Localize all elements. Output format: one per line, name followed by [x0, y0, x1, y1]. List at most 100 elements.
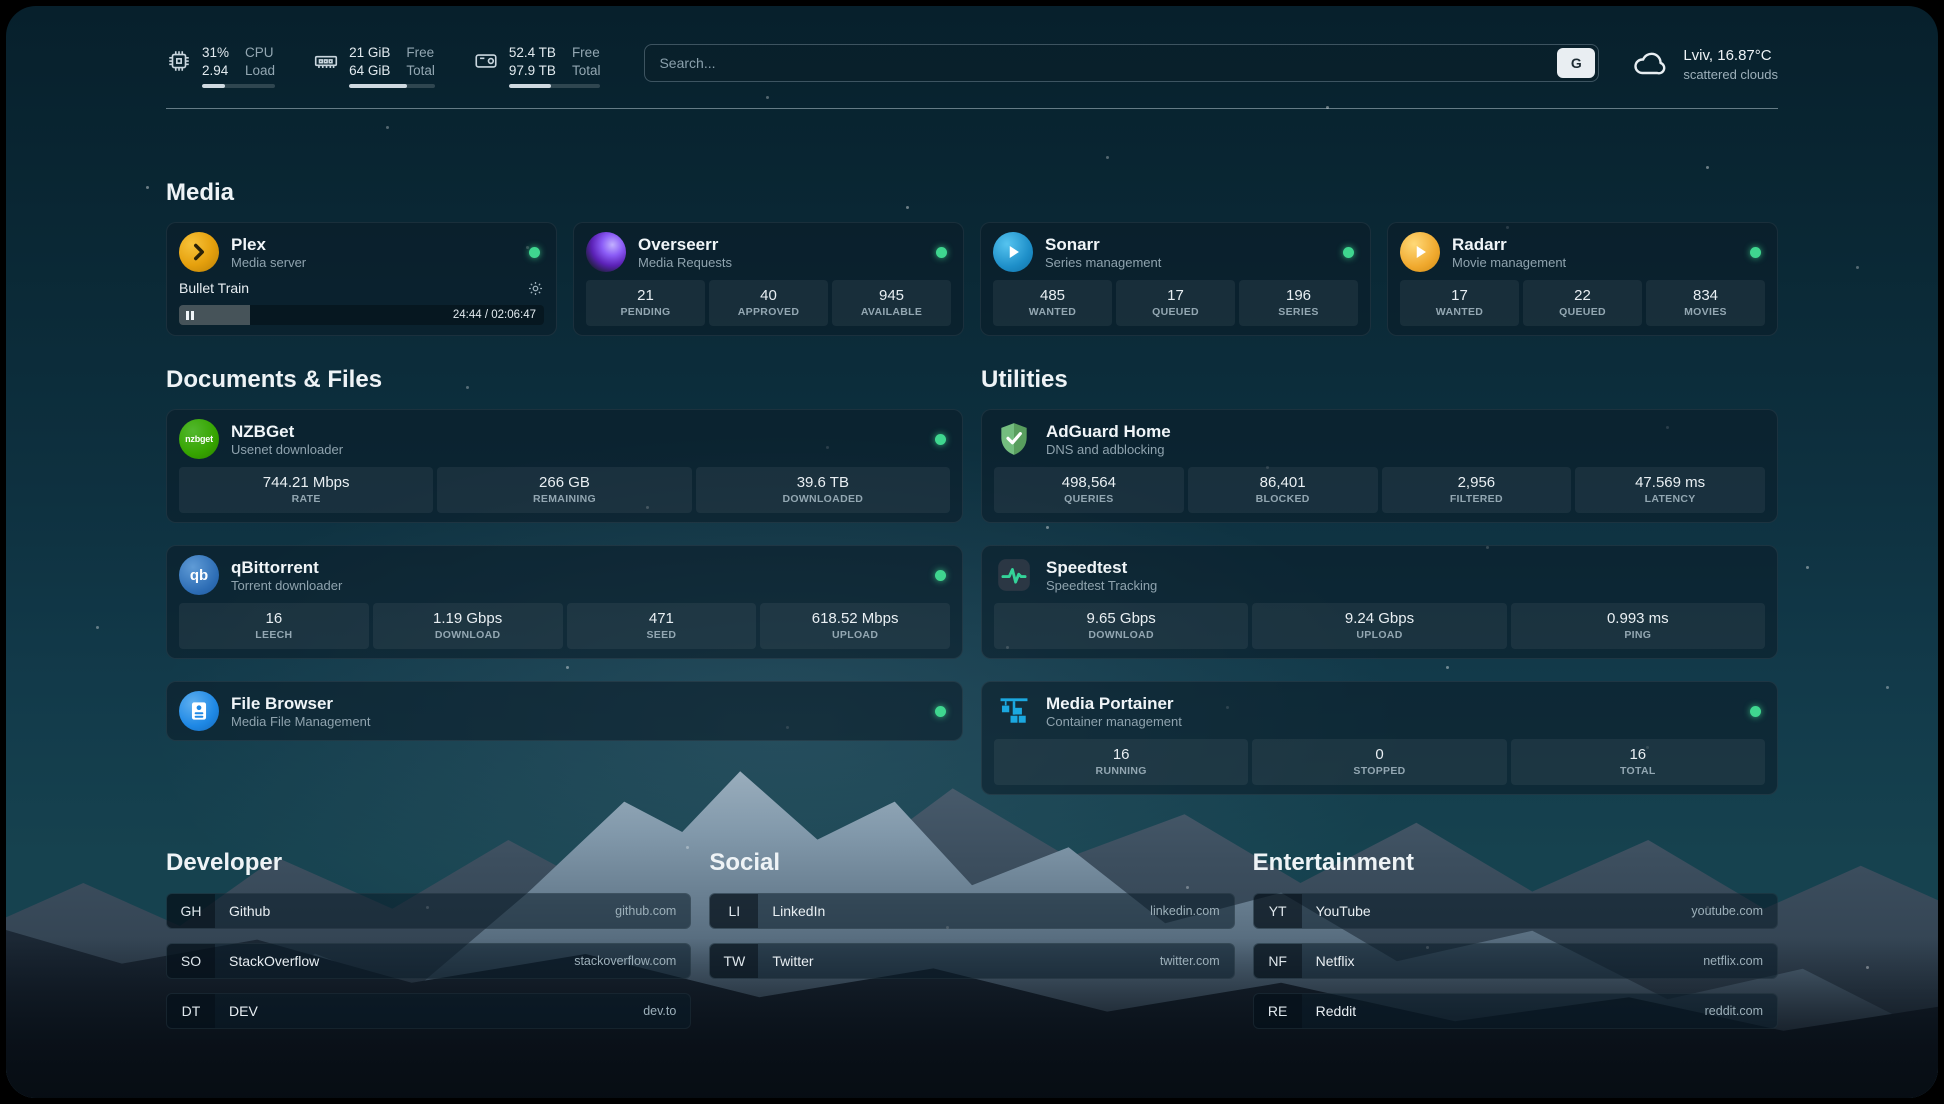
bookmark-name: LinkedIn [772, 903, 826, 919]
sonarr-icon [993, 232, 1033, 272]
cpu-percent: 31% [202, 45, 230, 60]
bookmark-stackoverflow[interactable]: SO StackOverflow stackoverflow.com [166, 943, 692, 979]
dashboard: 31% CPU 2.94 Load 21 GiB [6, 6, 1938, 1098]
bookmark-twitter[interactable]: TW Twitter twitter.com [709, 943, 1235, 979]
plex-icon [179, 232, 219, 272]
bookmark-reddit[interactable]: RE Reddit reddit.com [1252, 993, 1778, 1029]
bookmark-linkedin[interactable]: LI LinkedIn linkedin.com [709, 893, 1235, 929]
disk-usage-bar [508, 84, 601, 88]
service-name: Media Portainer [1046, 693, 1174, 713]
bookmark-abbr: TW [710, 944, 759, 978]
service-card-adguard[interactable]: AdGuard Home DNS and adblocking 498,564 Q… [981, 409, 1778, 523]
service-card-radarr[interactable]: Radarr Movie management 17 WANTED 22 QUEUE… [1387, 222, 1778, 336]
bookmark-youtube[interactable]: YT YouTube youtube.com [1252, 893, 1778, 929]
service-name: NZBGet [231, 421, 295, 441]
memory-free: 21 GiB [349, 45, 391, 60]
search-provider-button[interactable]: G [1557, 48, 1596, 78]
stat-queued: 22 QUEUED [1523, 280, 1642, 326]
bookmark-name: YouTube [1315, 903, 1371, 919]
bookmark-name: Github [229, 903, 271, 919]
bookmark-name: StackOverflow [229, 953, 320, 969]
bookmark-url: youtube.com [1691, 904, 1763, 918]
stat-download: 9.65 Gbps DOWNLOAD [994, 603, 1249, 649]
search-input[interactable] [644, 44, 1600, 82]
service-desc: Usenet downloader [231, 441, 344, 457]
cpu-load: 2.94 [202, 63, 229, 78]
status-dot [935, 569, 946, 581]
service-name: File Browser [231, 693, 334, 713]
now-playing-title: Bullet Train [179, 280, 250, 296]
search-bar: G [644, 44, 1600, 82]
stat-seed: 471 SEED [566, 603, 757, 649]
section-title-entertainment: Entertainment [1252, 849, 1415, 876]
nzbget-icon: nzbget [179, 419, 219, 459]
section-title-social: Social [709, 849, 781, 876]
service-card-speedtest[interactable]: Speedtest Speedtest Tracking 9.65 Gbps DO… [981, 545, 1778, 659]
weather-condition: scattered clouds [1683, 66, 1778, 82]
service-name: Sonarr [1045, 234, 1100, 254]
stat-total: 16 TOTAL [1510, 739, 1765, 785]
status-dot [529, 246, 540, 258]
bookmarks-social: Social LI LinkedIn linkedin.com TW Twitt… [709, 849, 1235, 1029]
service-desc: Media Requests [638, 254, 732, 270]
service-card-filebrowser[interactable]: File Browser Media File Management [166, 681, 963, 741]
stat-download: 1.19 Gbps DOWNLOAD [372, 603, 563, 649]
memory-free-label: Free [406, 45, 435, 60]
service-name: AdGuard Home [1046, 421, 1171, 441]
portainer-icon [994, 691, 1034, 731]
service-card-sonarr[interactable]: Sonarr Series management 485 WANTED 17 QUE… [980, 222, 1371, 336]
service-desc: Series management [1045, 254, 1162, 270]
service-name: Overseerr [638, 234, 719, 254]
stat-ping: 0.993 ms PING [1510, 603, 1765, 649]
bookmark-url: reddit.com [1704, 1004, 1763, 1018]
snow-particles [6, 6, 9, 9]
stat-rate: 744.21 Mbps RATE [179, 467, 434, 513]
bookmarks-entertainment: Entertainment YT YouTube youtube.com NF … [1252, 849, 1778, 1029]
service-desc: Speedtest Tracking [1046, 577, 1158, 593]
bookmark-url: github.com [615, 904, 677, 918]
bookmark-github[interactable]: GH Github github.com [166, 893, 692, 929]
bookmark-netflix[interactable]: NF Netflix netflix.com [1252, 943, 1778, 979]
gear-icon[interactable] [527, 280, 544, 297]
service-card-qbittorrent[interactable]: qb qBittorrent Torrent downloader 16 LEEC… [166, 545, 963, 659]
stat-running: 16 RUNNING [994, 739, 1249, 785]
stat-available: 945 AVAILABLE [832, 280, 951, 326]
bookmark-abbr: GH [167, 894, 215, 928]
status-dot [1750, 705, 1761, 717]
playback-progress-bar: 24:44 / 02:06:47 [179, 305, 544, 325]
status-dot [935, 705, 946, 717]
cpu-label: CPU [245, 45, 274, 60]
filebrowser-icon [179, 691, 219, 731]
memory-total-label: Total [406, 63, 435, 78]
topbar-divider [166, 108, 1778, 109]
pause-icon[interactable] [186, 310, 194, 320]
stat-approved: 40 APPROVED [709, 280, 828, 326]
service-card-nzbget[interactable]: nzbget NZBGet Usenet downloader 744.21 M… [166, 409, 963, 523]
bookmark-abbr: SO [167, 944, 215, 978]
playback-time: 24:44 / 02:06:47 [452, 309, 536, 321]
section-title-documents: Documents & Files [166, 366, 383, 393]
bookmark-url: twitter.com [1159, 954, 1220, 968]
bookmarks-developer: Developer GH Github github.com SO StackO… [166, 849, 692, 1029]
service-desc: Container management [1046, 713, 1182, 729]
cloud-icon [1634, 52, 1666, 75]
bookmark-dev[interactable]: DT DEV dev.to [166, 993, 692, 1029]
section-documents: Documents & Files nzbget NZBGet Usenet d… [166, 366, 963, 741]
service-card-portainer[interactable]: Media Portainer Container management 16 R… [981, 681, 1778, 795]
bookmark-abbr: NF [1253, 944, 1302, 978]
service-name: Plex [231, 234, 266, 254]
radarr-icon [1400, 232, 1440, 272]
section-utilities: Utilities AdGuard Home DNS and [981, 366, 1778, 795]
weather-location: Lviv, 16.87°C [1683, 46, 1772, 64]
section-title-developer: Developer [166, 849, 283, 876]
bookmark-name: Twitter [772, 953, 814, 969]
service-desc: DNS and adblocking [1046, 441, 1165, 457]
status-dot [936, 246, 947, 258]
weather-widget: Lviv, 16.87°C scattered clouds [1627, 46, 1778, 83]
stat-downloaded: 39.6 TB DOWNLOADED [695, 467, 950, 513]
service-card-overseerr[interactable]: Overseerr Media Requests 21 PENDING 40 APP… [573, 222, 964, 336]
service-card-plex[interactable]: Plex Media server Bullet Train [166, 222, 557, 336]
stat-movies: 834 MOVIES [1646, 280, 1765, 326]
section-title-utilities: Utilities [981, 366, 1068, 393]
cpu-icon [169, 51, 189, 71]
